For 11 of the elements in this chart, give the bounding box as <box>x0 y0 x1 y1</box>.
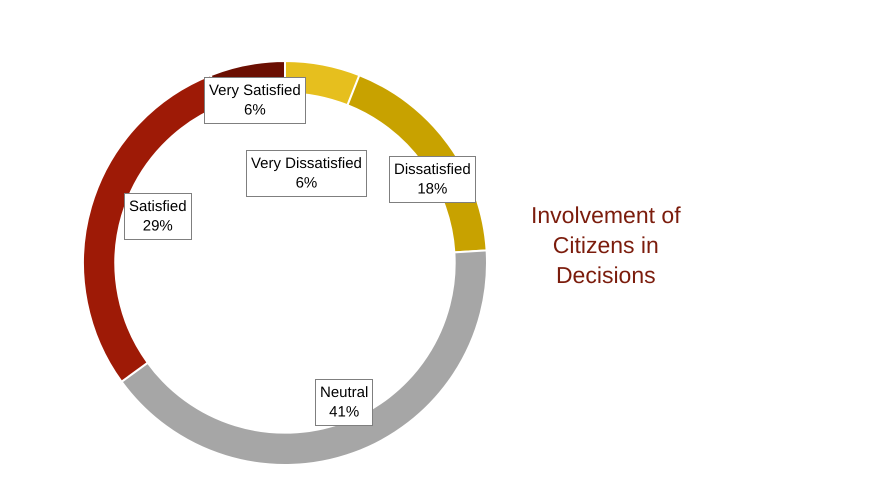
slice-label: Very Dissatisfied <box>251 155 362 172</box>
data-label: 6% <box>296 174 318 192</box>
data-label: 6% <box>244 102 266 118</box>
data-label: 18% <box>417 180 448 198</box>
data-label: 29% <box>142 218 173 234</box>
slice-label: Neutral <box>320 384 368 401</box>
slice-label: Dissatisfied <box>394 161 471 178</box>
data-label: 41% <box>329 404 360 420</box>
slice-label: Satisfied <box>129 198 187 215</box>
text: Involvement of Citizens in Decisions <box>531 202 682 288</box>
slice-label: Very Satisfied <box>209 82 301 99</box>
